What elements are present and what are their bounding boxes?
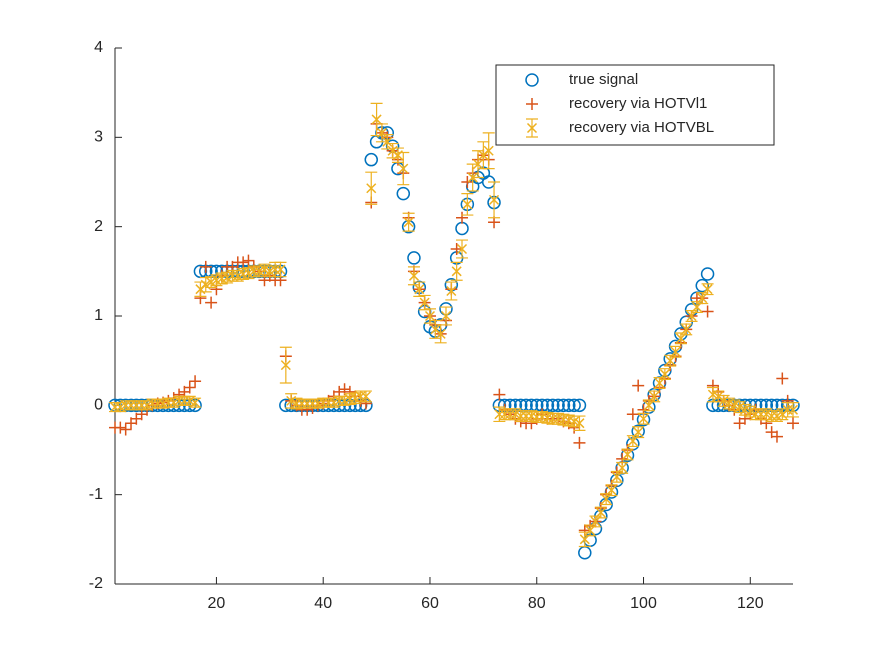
marker-x	[681, 324, 692, 335]
marker-x	[408, 270, 419, 281]
x-tick-label: 80	[528, 595, 546, 612]
legend: true signal recovery via HOTVl1 recovery v…	[495, 64, 775, 146]
marker-x	[456, 243, 468, 255]
marker-x	[414, 284, 425, 295]
marker-plus	[114, 421, 127, 434]
marker-circle	[551, 398, 565, 413]
legend-label: recovery via HOTVBL	[569, 119, 714, 136]
marker-x	[462, 199, 473, 210]
marker-plus	[183, 381, 196, 394]
marker-x	[670, 346, 681, 357]
series	[109, 102, 799, 548]
y-tick-label: 0	[94, 397, 103, 414]
marker-x	[633, 427, 644, 438]
marker-plus	[626, 408, 639, 421]
marker-x	[280, 360, 291, 371]
x-tick-label: 120	[737, 595, 764, 612]
marker-plus	[237, 256, 250, 269]
legend-box	[495, 64, 775, 146]
marker-x	[371, 114, 382, 125]
marker-x	[275, 264, 286, 275]
marker-x	[403, 217, 414, 228]
marker-plus	[450, 243, 463, 255]
marker-x	[419, 297, 430, 308]
marker-plus	[701, 305, 714, 318]
x-tick-label: 60	[421, 595, 439, 612]
legend-label: true signal	[569, 71, 638, 88]
marker-x	[526, 122, 538, 134]
marker-plus	[189, 375, 202, 388]
x-tick-label: 40	[314, 595, 332, 612]
marker-x	[617, 462, 628, 473]
marker-plus	[461, 176, 474, 188]
y-tick-label: -2	[89, 575, 103, 592]
y-tick-label: 1	[94, 307, 103, 324]
marker-x	[489, 194, 500, 205]
marker-x	[376, 127, 387, 138]
marker-plus	[573, 436, 586, 449]
marker-x	[569, 416, 580, 427]
marker-x	[366, 183, 377, 194]
marker-plus	[119, 423, 132, 436]
marker-plus	[242, 254, 255, 267]
marker-circle	[567, 398, 581, 413]
y-tick-label: 3	[94, 129, 103, 146]
marker-x	[595, 507, 606, 518]
marker-plus	[770, 430, 783, 443]
marker-x	[424, 310, 436, 322]
marker-x	[638, 413, 649, 424]
marker-circle	[407, 251, 421, 265]
marker-plus	[199, 260, 212, 273]
legend-label: recovery via HOTVl1	[569, 95, 707, 112]
marker-plus	[776, 372, 789, 385]
marker-x	[649, 391, 660, 402]
marker-plus	[205, 296, 218, 309]
marker-x	[702, 284, 713, 295]
marker-circle	[700, 267, 715, 281]
marker-x	[398, 163, 409, 174]
marker-circle	[572, 398, 587, 413]
marker-x	[606, 485, 617, 496]
marker-circle	[364, 152, 379, 167]
marker-circle	[396, 186, 411, 201]
marker-plus	[493, 388, 506, 401]
marker-x	[451, 266, 462, 277]
x-tick-label: 20	[208, 595, 226, 612]
marker-x	[440, 310, 452, 322]
marker-x	[264, 266, 275, 277]
marker-circle	[556, 398, 571, 413]
marker-plus	[526, 98, 538, 110]
x-tick-label: 100	[630, 595, 657, 612]
marker-x	[446, 285, 457, 297]
marker-x	[382, 136, 393, 147]
marker-circle	[695, 278, 709, 293]
marker-circle	[546, 398, 560, 413]
marker-x	[574, 418, 585, 429]
marker-x	[787, 404, 799, 415]
marker-plus	[632, 379, 645, 392]
marker-circle	[525, 73, 539, 87]
marker-plus	[787, 417, 799, 430]
y-tick-label: 2	[94, 218, 103, 235]
marker-plus	[456, 211, 469, 224]
y-tick-label: -1	[89, 486, 103, 503]
y-tick-label: 4	[94, 39, 103, 56]
marker-x	[435, 328, 446, 339]
marker-x	[190, 397, 201, 408]
marker-x	[472, 159, 484, 170]
marker-x	[360, 391, 371, 402]
marker-x	[622, 449, 633, 460]
marker-x	[659, 369, 670, 380]
marker-circle	[562, 398, 576, 413]
marker-x	[483, 145, 494, 156]
